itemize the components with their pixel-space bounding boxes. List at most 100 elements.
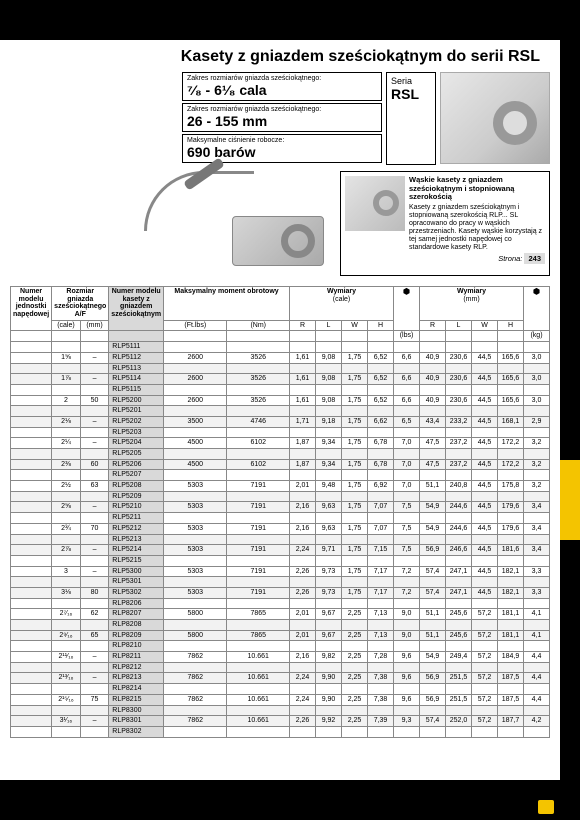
cell [524, 342, 550, 353]
cell: 1,75 [342, 438, 368, 449]
cell: 47,5 [420, 438, 446, 449]
cell: 2,16 [290, 652, 316, 663]
cell: 165,6 [498, 395, 524, 406]
cell [164, 406, 227, 417]
cell: 240,8 [446, 481, 472, 492]
cell: 70 [80, 523, 109, 534]
cell [227, 363, 290, 374]
cell [524, 513, 550, 524]
cell: 44,5 [472, 459, 498, 470]
cell [446, 491, 472, 502]
section-tab-yellow [560, 460, 580, 540]
cell [80, 470, 109, 481]
cell [11, 491, 52, 502]
cell [472, 384, 498, 395]
cell [316, 620, 342, 631]
spec-label: Zakres rozmiarów gniazda sześciokątnego: [187, 106, 377, 113]
cell [164, 598, 227, 609]
cell [394, 662, 420, 673]
cell [524, 684, 550, 695]
cell [472, 491, 498, 502]
cell: 50 [80, 395, 109, 406]
spec-value: ⁷⁄₈ - 6¹⁄₈ cala [187, 82, 377, 98]
cell [472, 406, 498, 417]
table-row: 2⅝–RLP5210530371912,169,631,757,077,554,… [11, 502, 550, 513]
cell [11, 363, 52, 374]
cell [394, 577, 420, 588]
black-top-bar [0, 0, 580, 40]
cell [420, 726, 446, 737]
cell [342, 620, 368, 631]
table-row: RLP8302 [11, 726, 550, 737]
th-weight-kg-icon [524, 287, 550, 331]
cell [52, 555, 81, 566]
cell: 2600 [164, 352, 227, 363]
th-sub: R [420, 320, 446, 331]
cell: – [80, 374, 109, 385]
callout-heading: Wąskie kasety z gniazdem sześciokątnym i… [409, 176, 545, 202]
cell [290, 384, 316, 395]
black-right-bar [560, 0, 580, 820]
spec-value: 690 barów [187, 144, 377, 160]
cell: 9,6 [394, 694, 420, 705]
cell [164, 513, 227, 524]
cell [472, 726, 498, 737]
cell [394, 598, 420, 609]
cell [11, 566, 52, 577]
cell: RLP5211 [109, 513, 164, 524]
th-sub: R [290, 320, 316, 331]
info-callout: Wąskie kasety z gniazdem sześciokątnym i… [340, 171, 550, 276]
cell: 9,08 [316, 374, 342, 385]
cell [446, 406, 472, 417]
cell: – [80, 566, 109, 577]
cell [420, 363, 446, 374]
cell: 7862 [164, 652, 227, 663]
cell: 7191 [227, 566, 290, 577]
cell [342, 363, 368, 374]
cell [52, 641, 81, 652]
cell: 3 [52, 566, 81, 577]
cell [290, 705, 316, 716]
weight-icon [533, 289, 540, 296]
cell: 5303 [164, 566, 227, 577]
cell [524, 662, 550, 673]
cell: 4,2 [524, 716, 550, 727]
cell [52, 406, 81, 417]
table-row: 2⅜60RLP5206450061021,879,341,756,787,047… [11, 459, 550, 470]
cell: 7,0 [394, 481, 420, 492]
cell: 244,6 [446, 502, 472, 513]
cell: 9,34 [316, 438, 342, 449]
tool-head [232, 216, 324, 266]
cell [11, 427, 52, 438]
cell: RLP8302 [109, 726, 164, 737]
cell: 6,5 [394, 416, 420, 427]
cell [52, 449, 81, 460]
cell [446, 641, 472, 652]
th-blank [11, 331, 52, 342]
cell [80, 534, 109, 545]
cell: RLP5302 [109, 587, 164, 598]
th-sub: L [316, 320, 342, 331]
cell [80, 449, 109, 460]
cell: RLP5204 [109, 438, 164, 449]
cell [164, 555, 227, 566]
th-blank [472, 331, 498, 342]
table-row: RLP8212 [11, 662, 550, 673]
black-bottom-bar [0, 780, 580, 820]
cell: 5800 [164, 609, 227, 620]
cell: RLP5209 [109, 491, 164, 502]
th-af: Rozmiar gniazda sześciokątnego A/F [52, 287, 109, 321]
cell: 44,5 [472, 352, 498, 363]
cell [342, 641, 368, 652]
cell: RLP5213 [109, 534, 164, 545]
page-mark-icon [538, 800, 554, 814]
series-name: RSL [391, 86, 431, 102]
th-weight-lbs-icon [394, 287, 420, 331]
cell: 9,18 [316, 416, 342, 427]
cell: 7862 [164, 716, 227, 727]
th-sub: H [498, 320, 524, 331]
cell: 10.661 [227, 652, 290, 663]
cell: 3,2 [524, 459, 550, 470]
cell [52, 577, 81, 588]
cell: 6,6 [394, 395, 420, 406]
